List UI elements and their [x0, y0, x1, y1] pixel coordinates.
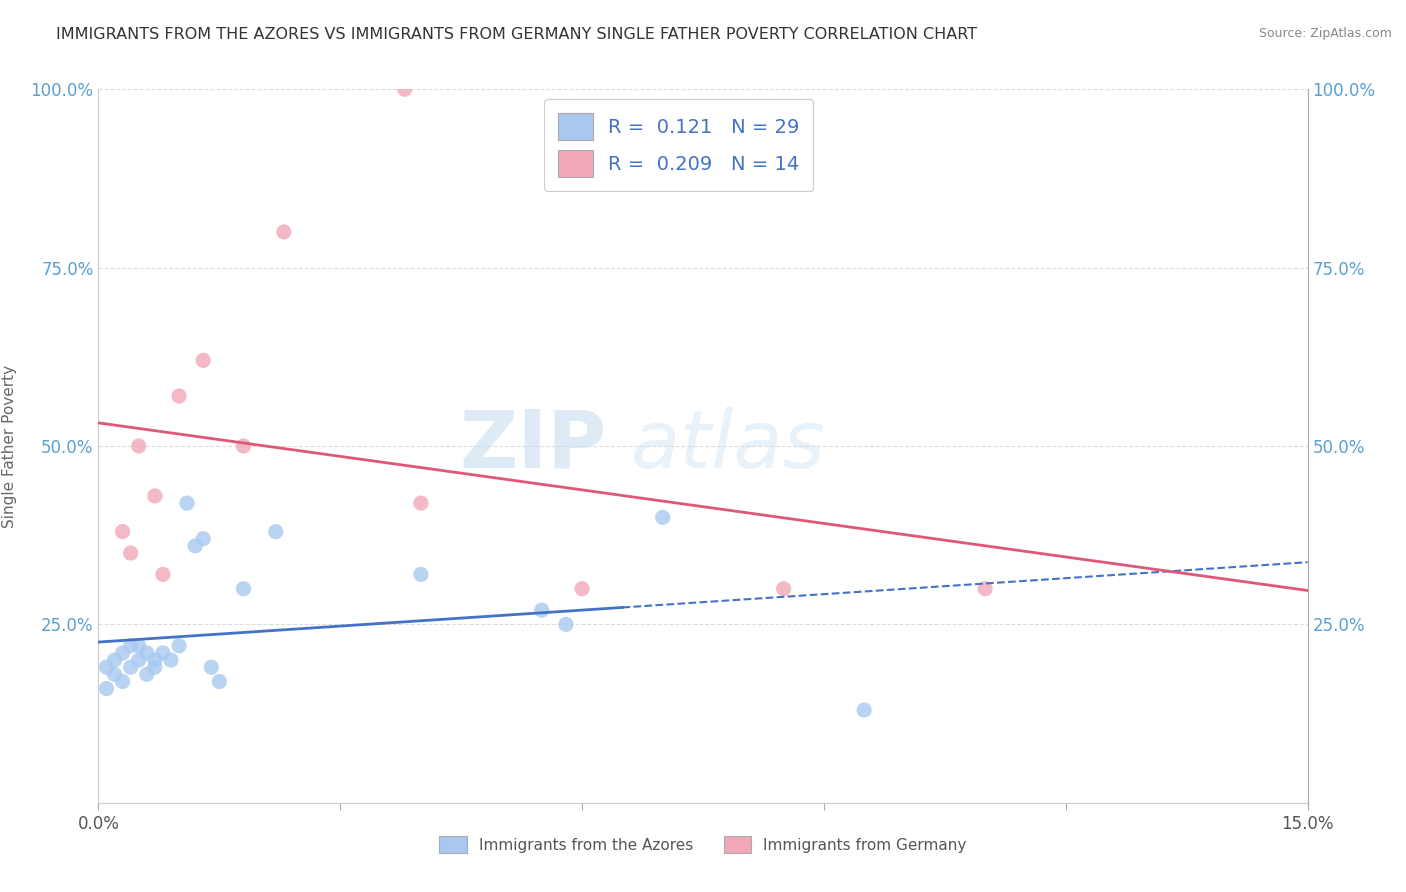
Point	[143, 660, 166, 674]
Point	[176, 496, 198, 510]
Text: IMMIGRANTS FROM THE AZORES VS IMMIGRANTS FROM GERMANY SINGLE FATHER POVERTY CORR: IMMIGRANTS FROM THE AZORES VS IMMIGRANTS…	[56, 27, 977, 42]
Point	[193, 353, 215, 368]
Y-axis label: Single Father Poverty: Single Father Poverty	[1, 365, 17, 527]
Point	[232, 582, 254, 596]
Point	[96, 660, 118, 674]
Point	[394, 82, 416, 96]
Point	[96, 681, 118, 696]
Point	[111, 524, 134, 539]
Point	[853, 703, 876, 717]
Point	[111, 674, 134, 689]
Point	[208, 674, 231, 689]
Point	[167, 639, 190, 653]
Point	[135, 646, 157, 660]
Point	[143, 489, 166, 503]
Point	[103, 667, 125, 681]
Point	[974, 582, 997, 596]
Point	[135, 667, 157, 681]
Point	[409, 567, 432, 582]
Point	[160, 653, 183, 667]
Point	[772, 582, 794, 596]
Point	[103, 653, 125, 667]
Text: ZIP: ZIP	[458, 407, 606, 485]
Point	[167, 389, 190, 403]
Point	[264, 524, 287, 539]
Point	[571, 582, 593, 596]
Point	[530, 603, 553, 617]
Point	[128, 639, 150, 653]
Point	[273, 225, 295, 239]
Point	[120, 639, 142, 653]
Point	[143, 653, 166, 667]
Point	[152, 646, 174, 660]
Point	[409, 496, 432, 510]
Point	[128, 439, 150, 453]
Point	[152, 567, 174, 582]
Point	[651, 510, 673, 524]
Text: atlas: atlas	[630, 407, 825, 485]
Point	[555, 617, 578, 632]
Point	[200, 660, 222, 674]
Point	[128, 653, 150, 667]
Point	[120, 546, 142, 560]
Point	[111, 646, 134, 660]
Text: Source: ZipAtlas.com: Source: ZipAtlas.com	[1258, 27, 1392, 40]
Point	[184, 539, 207, 553]
Point	[120, 660, 142, 674]
Point	[193, 532, 215, 546]
Point	[232, 439, 254, 453]
Legend: Immigrants from the Azores, Immigrants from Germany: Immigrants from the Azores, Immigrants f…	[433, 830, 973, 859]
